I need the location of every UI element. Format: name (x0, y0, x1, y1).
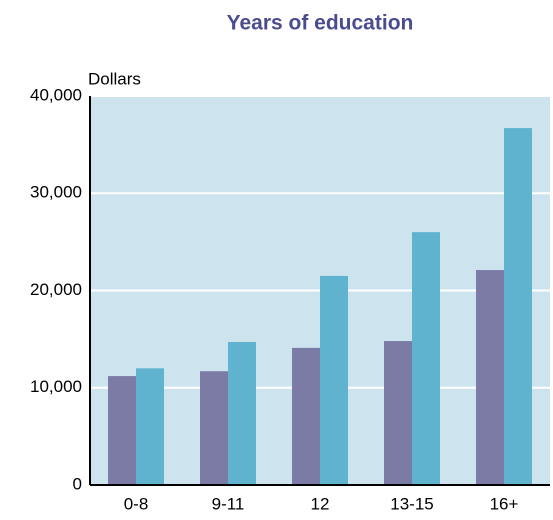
y-tick-label: 30,000 (30, 183, 82, 202)
bar (504, 128, 532, 485)
y-tick-label: 20,000 (30, 280, 82, 299)
chart-title: Years of education (227, 12, 414, 35)
y-tick-label: 10,000 (30, 377, 82, 396)
bar (200, 371, 228, 485)
x-tick-label: 16+ (490, 494, 519, 513)
bar (384, 341, 412, 485)
x-tick-label: 13-15 (390, 494, 433, 513)
y-tick-label: 0 (73, 474, 82, 493)
y-tick-label: 40,000 (30, 85, 82, 104)
bar (476, 270, 504, 485)
y-axis-label: Dollars (88, 69, 141, 88)
bar (412, 232, 440, 485)
bar (228, 342, 256, 485)
bar (320, 275, 348, 485)
x-tick-label: 9-11 (212, 494, 245, 513)
x-tick-label: 12 (311, 494, 330, 513)
bar (108, 376, 136, 485)
x-tick-label: 0-8 (124, 494, 149, 513)
bar (136, 368, 164, 485)
bar (292, 347, 320, 485)
